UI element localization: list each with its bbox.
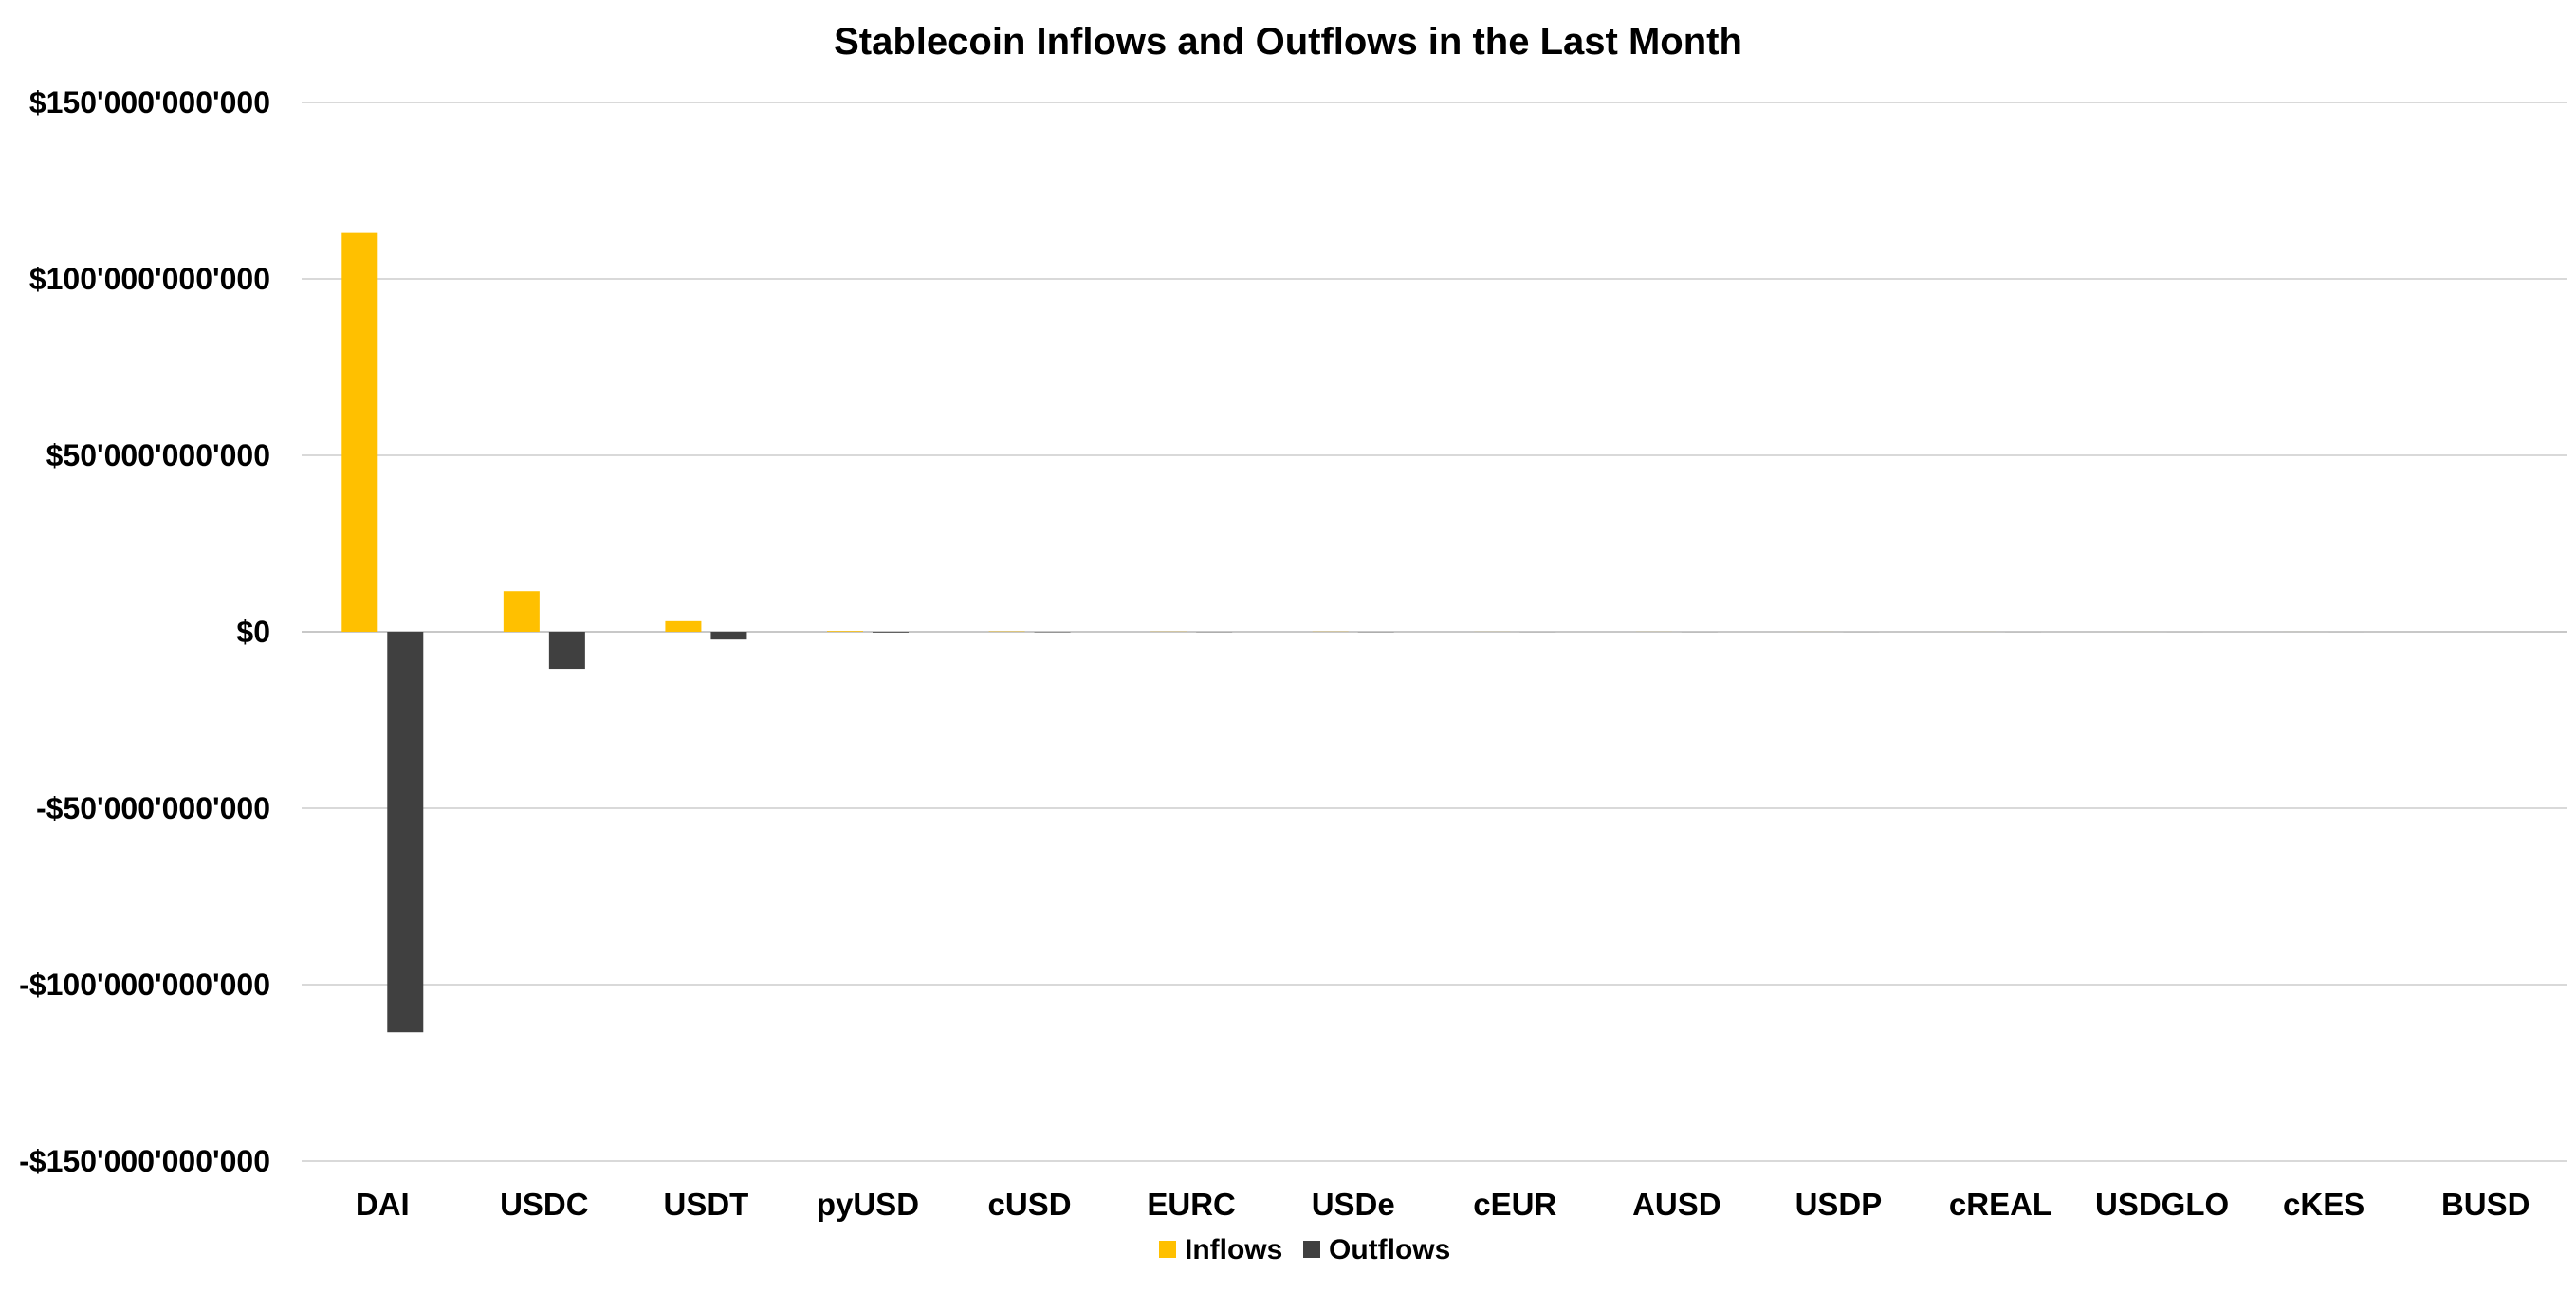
bar-inflows-usdt bbox=[665, 620, 702, 632]
x-tick-label: cUSD bbox=[988, 1187, 1072, 1222]
x-tick-label: USDe bbox=[1312, 1187, 1395, 1222]
y-tick-label: -$150'000'000'000 bbox=[19, 1144, 270, 1178]
bar-outflows-pyusd bbox=[873, 632, 909, 633]
x-tick-label: BUSD bbox=[2441, 1187, 2530, 1222]
x-axis-tick-labels: DAI USDC USDT pyUSD cUSD EURC USDe cEUR AUSD USDP… bbox=[356, 1187, 2530, 1222]
x-tick-label: USDT bbox=[664, 1187, 749, 1222]
x-tick-label: USDC bbox=[500, 1187, 589, 1222]
legend-label-inflows: Inflows bbox=[1185, 1234, 1282, 1265]
x-tick-label: USDGLO bbox=[2095, 1187, 2229, 1222]
y-tick-label: -$50'000'000'000 bbox=[36, 791, 270, 825]
legend: Inflows Outflows bbox=[1159, 1234, 1450, 1265]
gridlines bbox=[302, 102, 2567, 1162]
bar-outflows-usdc bbox=[548, 632, 585, 670]
y-tick-label: $100'000'000'000 bbox=[29, 262, 270, 296]
bar-inflows-usdc bbox=[503, 591, 540, 632]
legend-swatch-inflows bbox=[1159, 1241, 1176, 1258]
y-tick-label: $0 bbox=[236, 615, 270, 649]
x-tick-label: DAI bbox=[356, 1187, 410, 1222]
x-tick-label: cKES bbox=[2283, 1187, 2364, 1222]
chart-title: Stablecoin Inflows and Outflows in the L… bbox=[834, 21, 1742, 63]
bars bbox=[341, 232, 2527, 1033]
x-tick-label: AUSD bbox=[1632, 1187, 1721, 1222]
x-tick-label: cEUR bbox=[1473, 1187, 1556, 1222]
bar-outflows-dai bbox=[387, 632, 424, 1033]
bar-outflows-usdt bbox=[710, 632, 747, 640]
x-tick-label: pyUSD bbox=[817, 1187, 919, 1222]
bar-inflows-dai bbox=[341, 232, 378, 632]
y-tick-label: -$100'000'000'000 bbox=[19, 968, 270, 1002]
x-tick-label: EURC bbox=[1147, 1187, 1236, 1222]
y-tick-label: $150'000'000'000 bbox=[29, 85, 270, 120]
legend-swatch-outflows bbox=[1303, 1241, 1320, 1258]
x-tick-label: USDP bbox=[1795, 1187, 1883, 1222]
x-tick-label: cREAL bbox=[1949, 1187, 2052, 1222]
y-axis-tick-labels: $150'000'000'000 $100'000'000'000 $50'000'… bbox=[19, 85, 270, 1178]
y-tick-label: $50'000'000'000 bbox=[46, 438, 270, 472]
bar-inflows-pyusd bbox=[827, 631, 863, 632]
legend-label-outflows: Outflows bbox=[1329, 1234, 1450, 1265]
